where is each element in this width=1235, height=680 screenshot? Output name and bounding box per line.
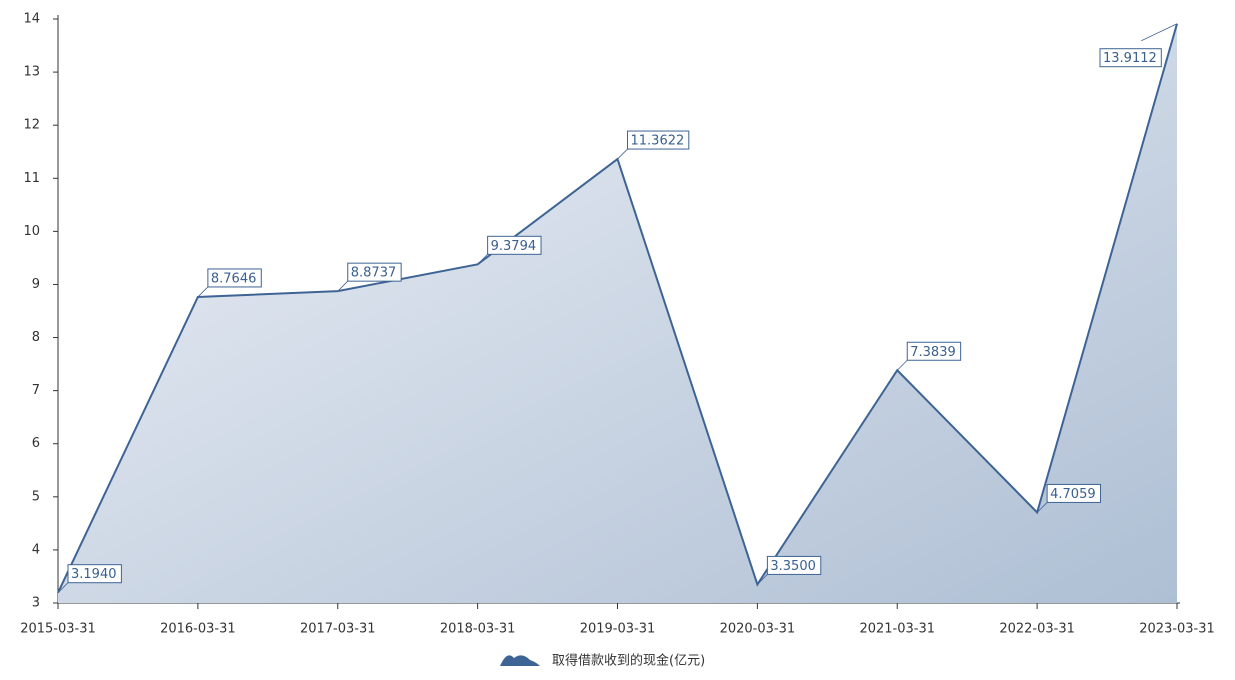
y-tick-label: 9	[32, 277, 40, 292]
x-tick-label: 2022-03-31	[999, 622, 1075, 637]
leader-line	[337, 280, 349, 292]
value-label: 4.7059	[1050, 487, 1096, 502]
y-tick-label: 8	[32, 330, 40, 345]
value-label: 3.3500	[770, 559, 816, 574]
leader-line	[477, 254, 488, 265]
y-tick-label: 12	[23, 118, 40, 133]
leader-line	[1036, 502, 1048, 513]
x-tick-label: 2019-03-31	[580, 622, 656, 637]
value-label-box	[1046, 483, 1102, 503]
x-tick-label: 2017-03-31	[300, 622, 376, 637]
value-label-box	[766, 555, 822, 575]
value-label: 8.7646	[211, 271, 257, 286]
value-label-box	[67, 564, 122, 584]
value-label-box	[207, 268, 262, 288]
y-tick-label: 6	[32, 436, 40, 451]
value-label-box	[487, 235, 542, 255]
value-label: 13.9112	[1103, 51, 1157, 66]
value-label: 8.8737	[351, 266, 397, 281]
value-label-box	[627, 130, 690, 150]
value-label-box	[906, 341, 962, 361]
value-label: 7.3839	[910, 345, 956, 360]
y-tick-label: 5	[32, 489, 40, 504]
value-label: 11.3622	[631, 134, 685, 149]
x-tick-label: 2016-03-31	[160, 622, 236, 637]
legend-label: 取得借款收到的现金(亿元)	[552, 653, 705, 669]
y-tick-label: 7	[32, 383, 40, 398]
y-tick-label: 4	[32, 542, 40, 557]
x-tick-label: 2018-03-31	[440, 622, 516, 637]
value-label-box	[347, 262, 402, 282]
y-tick-label: 14	[23, 12, 40, 27]
legend-icon	[500, 655, 540, 666]
x-tick-label: 2023-03-31	[1139, 622, 1215, 637]
value-label: 3.1940	[71, 567, 117, 582]
leader-line	[1141, 23, 1178, 42]
x-tick-label: 2020-03-31	[720, 622, 796, 637]
value-label-box	[1099, 48, 1162, 68]
leader-line	[757, 574, 768, 585]
y-tick-label: 11	[23, 171, 40, 186]
y-tick-label: 10	[23, 224, 40, 239]
leader-line	[197, 286, 209, 298]
value-label: 9.3794	[491, 239, 537, 254]
leader-line	[57, 582, 69, 593]
x-tick-label: 2015-03-31	[20, 622, 96, 637]
y-tick-label: 13	[23, 65, 40, 80]
area	[58, 23, 1177, 603]
x-tick-label: 2021-03-31	[859, 622, 935, 637]
leader-line	[617, 148, 628, 160]
y-tick-label: 3	[32, 596, 40, 611]
leader-line	[896, 359, 908, 371]
